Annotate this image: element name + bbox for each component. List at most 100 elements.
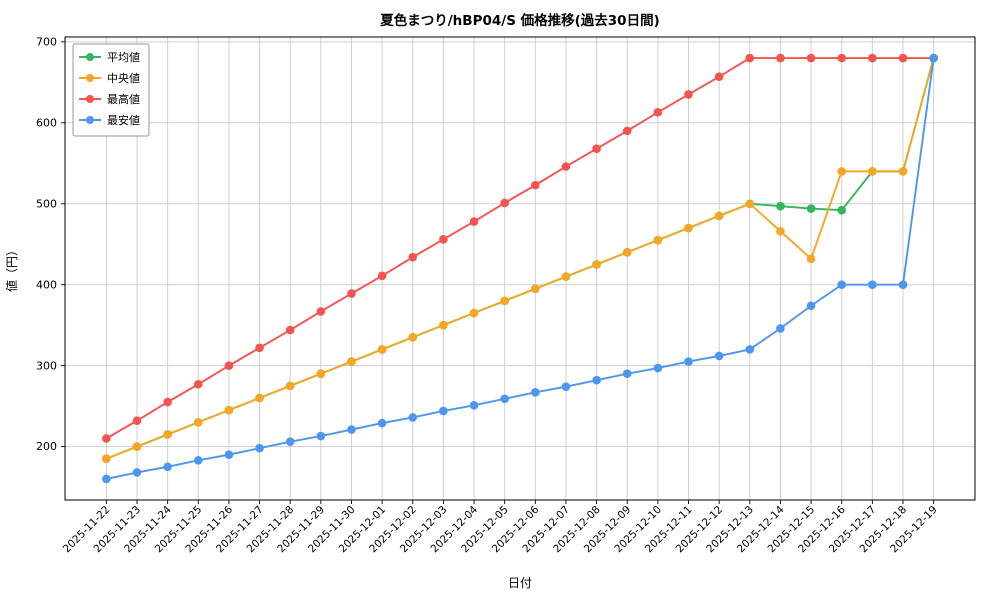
series-point-min [776,324,785,333]
series-point-max [531,180,540,190]
series-point-min [684,357,693,366]
legend-label-min: 最安値 [107,113,140,127]
series-point-max [255,343,264,353]
series-point-median [684,223,693,233]
series-point-max [898,53,908,63]
series-point-max [837,53,847,63]
series-point-median [285,381,295,391]
series-point-min [132,468,142,477]
series-point-min [500,394,509,404]
series-point-min [806,301,816,311]
series-point-max [500,198,509,208]
series-point-max [592,144,601,154]
y-tick-label: 200 [36,440,57,453]
series-point-median [653,235,663,245]
series-point-max [347,289,356,298]
legend-label-median: 中央値 [107,72,140,85]
series-point-min [745,345,755,354]
y-axis-label: 値（円） [4,244,19,292]
series-line-max [105,57,935,440]
legend-box [72,43,150,137]
series-point-max [132,416,142,425]
series-point-max [439,235,448,244]
series-point-max [408,252,418,262]
series-point-min [929,53,938,63]
series-point-median [102,454,111,464]
series-point-min [868,280,877,289]
y-tick-label: 600 [36,116,57,129]
series-point-median [868,167,877,176]
series-point-max [377,271,387,281]
series-point-median [408,333,418,342]
series-point-min [714,351,724,361]
series-layer [102,53,938,484]
series-point-max [163,397,172,407]
series-point-max [316,307,326,316]
y-tick-label: 400 [36,278,57,291]
series-point-min [285,437,295,447]
series-point-min [561,382,571,391]
series-point-min [592,375,601,385]
series-point-median [745,199,755,209]
y-tick-label: 500 [36,197,57,210]
series-point-min [163,462,172,472]
series-point-min [439,406,448,416]
series-point-median [592,260,601,269]
series-point-max [745,53,755,63]
series-point-min [193,456,203,465]
series-point-median [837,167,847,176]
series-point-median [622,248,632,257]
series-point-average [806,204,816,213]
series-point-median [377,345,387,354]
legend-marker-average [86,53,94,61]
chart-title: 夏色まつり/hBP04/S 価格推移(過去30日間) [379,12,660,29]
series-point-min [837,280,847,289]
series-point-average [776,201,785,211]
y-tick-label: 300 [36,359,57,372]
series-point-min [224,450,234,459]
series-point-median [776,226,785,236]
grid-layer [65,37,975,500]
series-point-median [163,430,172,439]
series-point-min [408,413,418,422]
series-point-max [653,107,663,117]
legend-label-average: 平均値 [107,51,140,64]
series-point-min [377,418,387,428]
series-point-median [347,357,356,366]
series-point-min [255,443,264,453]
series-point-median [469,308,479,318]
series-point-max [193,379,203,389]
series-point-min [898,280,908,289]
series-point-median [500,296,509,306]
series-point-min [622,369,632,379]
series-point-max [776,53,785,63]
series-point-min [102,474,111,484]
legend-item-median: 中央値 [79,72,140,85]
series-point-max [102,434,111,443]
legend-marker-median [86,74,94,82]
series-point-median [806,254,816,264]
series-point-min [531,388,540,397]
legend-item-average: 平均値 [79,51,140,64]
series-point-min [316,431,326,441]
series-line-median [105,57,935,460]
series-point-max [561,162,571,171]
series-point-median [561,272,571,281]
legend-item-max: 最高値 [79,92,140,106]
series-point-median [193,417,203,427]
legend-label-max: 最高値 [107,92,140,106]
series-line-min [105,57,935,480]
series-point-max [224,361,234,370]
series-point-min [653,363,663,373]
series-point-min [469,400,479,410]
axes-layer: 2003004005006007002025-11-222025-11-2320… [36,35,976,555]
series-point-max [684,90,693,99]
series-point-max [868,53,877,63]
series-point-max [622,126,632,136]
legend-marker-min [86,116,94,124]
series-point-average [837,205,847,215]
series-point-median [531,284,540,294]
